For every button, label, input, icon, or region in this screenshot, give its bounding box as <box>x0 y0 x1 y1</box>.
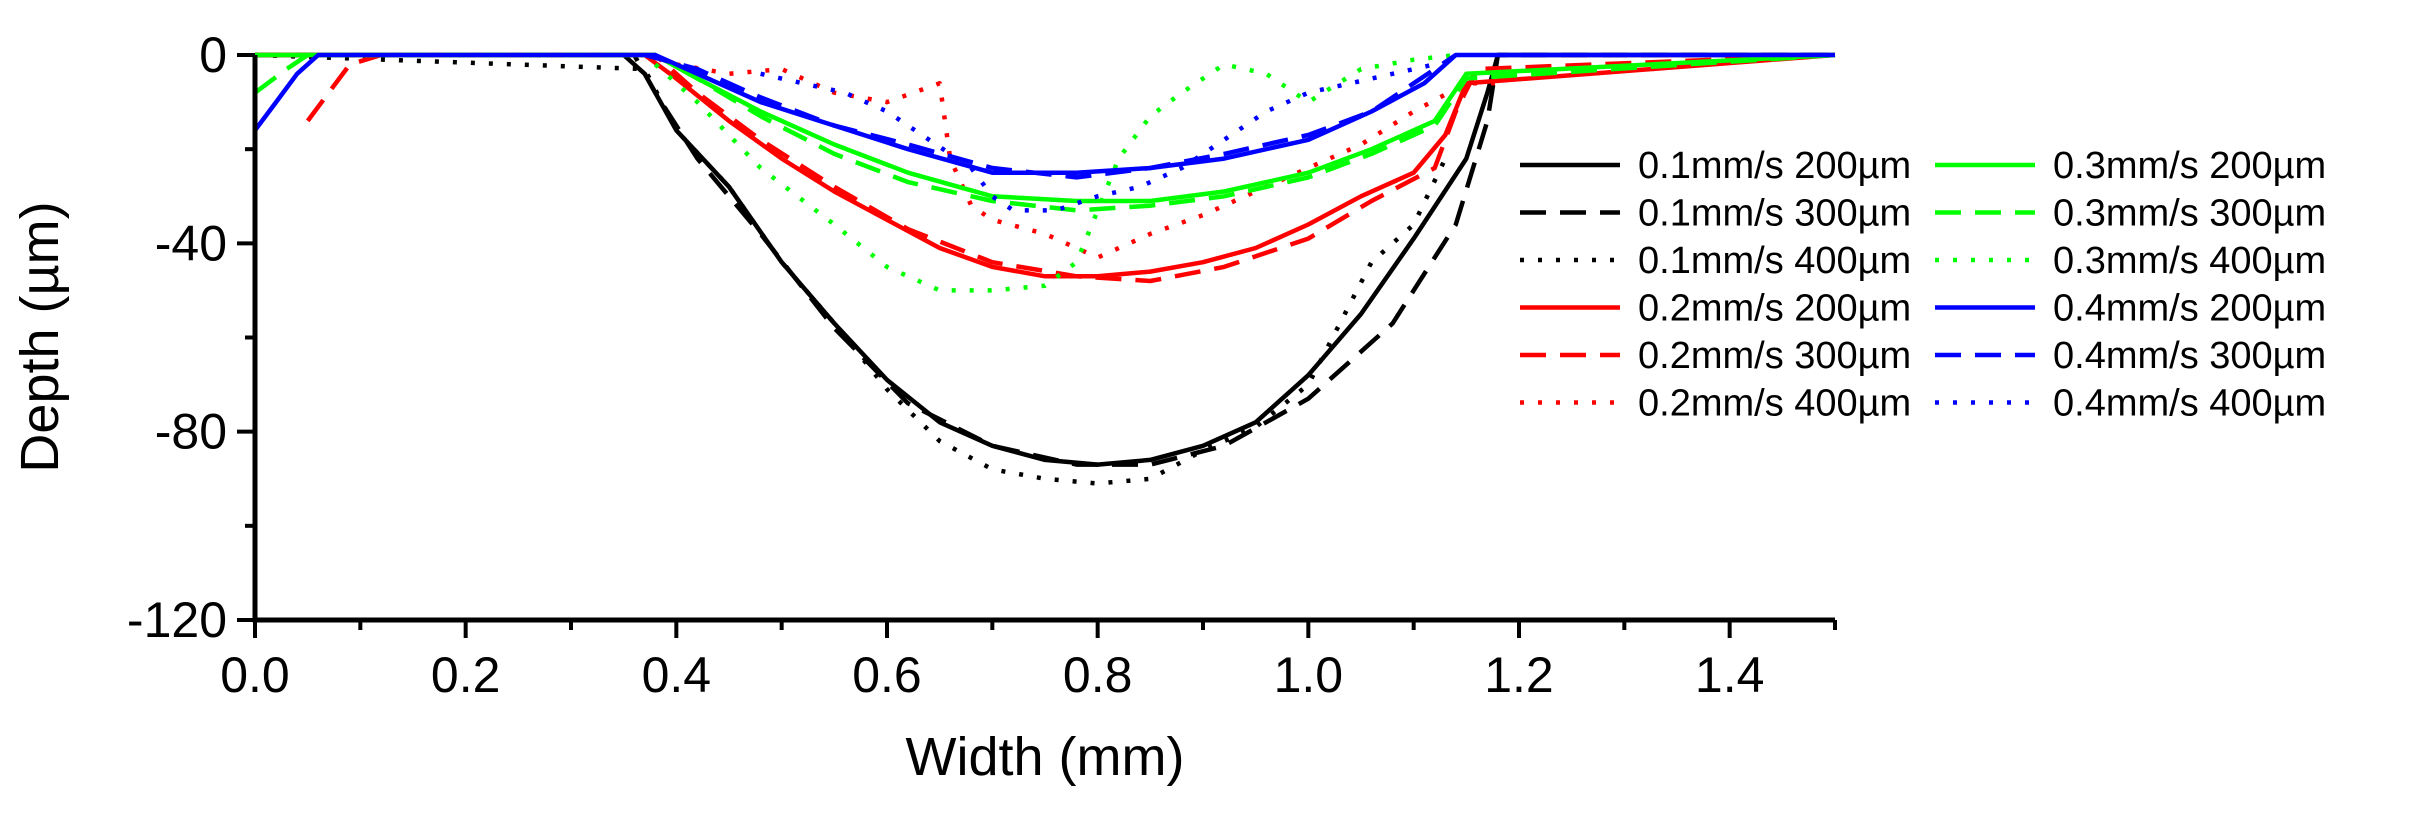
series-line-0-3mm-s-300um <box>253 52 1836 213</box>
legend-label: 0.4mm/s 400µm <box>2053 383 2326 425</box>
y-tick-label: -120 <box>127 592 227 648</box>
series-line-0-1mm-s-200um <box>255 52 1835 467</box>
legend-label: 0.3mm/s 400µm <box>2053 240 2326 282</box>
legend-item-0-1mm-s-400um: 0.1mm/s 400µm <box>1520 240 1911 282</box>
series-line-0-2mm-s-400um <box>675 62 1521 260</box>
y-tick-label: 0 <box>199 27 227 83</box>
series-line-0-1mm-s-300um <box>255 52 1835 467</box>
x-tick-label: 0.4 <box>642 647 712 703</box>
legend-label: 0.4mm/s 200µm <box>2053 288 2326 330</box>
y-axis-ticks: 0 -40 -80 -120 <box>127 27 255 648</box>
axes <box>252 55 1835 623</box>
legend-item-0-4mm-s-200um: 0.4mm/s 200µm <box>1935 288 2326 330</box>
y-tick-label: -80 <box>155 404 227 460</box>
legend-item-0-1mm-s-300um: 0.1mm/s 300µm <box>1520 193 1911 235</box>
legend-item-0-2mm-s-400um: 0.2mm/s 400µm <box>1520 383 1911 425</box>
legend-item-0-2mm-s-200um: 0.2mm/s 200µm <box>1520 288 1911 330</box>
series-line-0-1mm-s-400um <box>254 52 1448 486</box>
legend-item-0-4mm-s-400um: 0.4mm/s 400µm <box>1935 383 2326 425</box>
legend-item-0-3mm-s-200um: 0.3mm/s 200µm <box>1935 145 2326 187</box>
series-layer <box>253 52 1836 486</box>
legend-label: 0.1mm/s 300µm <box>1638 193 1911 235</box>
x-tick-label: 1.2 <box>1484 647 1554 703</box>
series-line-0-3mm-s-200um <box>255 52 1836 204</box>
legend: 0.1mm/s 200µm 0.1mm/s 300µm 0.1mm/s 400µm 0… <box>1520 145 2326 425</box>
x-tick-label: 0.2 <box>431 647 501 703</box>
series-line-0-4mm-s-300um <box>644 52 1458 180</box>
x-tick-label: 0.8 <box>1063 647 1133 703</box>
series-line-0-2mm-s-300um <box>305 52 1836 284</box>
x-tick-label: 0.0 <box>220 647 290 703</box>
series-line-0-4mm-s-400um <box>760 62 1436 213</box>
legend-item-0-3mm-s-300um: 0.3mm/s 300µm <box>1935 193 2326 235</box>
legend-item-0-3mm-s-400um: 0.3mm/s 400µm <box>1935 240 2326 282</box>
legend-label: 0.2mm/s 300µm <box>1638 335 1911 377</box>
legend-label: 0.1mm/s 200µm <box>1638 145 1911 187</box>
x-tick-label: 1.4 <box>1695 647 1765 703</box>
x-axis-title: Width (mm) <box>906 727 1185 787</box>
legend-item-0-2mm-s-300um: 0.2mm/s 300µm <box>1520 335 1911 377</box>
x-tick-label: 1.0 <box>1274 647 1344 703</box>
axis-frame-left-bottom <box>252 55 1835 623</box>
legend-item-0-1mm-s-200um: 0.1mm/s 200µm <box>1520 145 1911 187</box>
legend-label: 0.2mm/s 200µm <box>1638 288 1911 330</box>
y-axis-title: Depth (µm) <box>10 201 70 472</box>
legend-label: 0.2mm/s 400µm <box>1638 383 1911 425</box>
legend-label: 0.3mm/s 200µm <box>2053 145 2326 187</box>
x-tick-label: 0.6 <box>852 647 922 703</box>
legend-label: 0.1mm/s 400µm <box>1638 240 1911 282</box>
x-axis-ticks: 0.0 0.2 0.4 0.6 0.8 1.0 1.2 1.4 <box>220 620 1837 703</box>
legend-item-0-4mm-s-300um: 0.4mm/s 300µm <box>1935 335 2326 377</box>
legend-label: 0.4mm/s 300µm <box>2053 335 2326 377</box>
y-tick-label: -40 <box>155 215 227 271</box>
legend-label: 0.3mm/s 300µm <box>2053 193 2326 235</box>
